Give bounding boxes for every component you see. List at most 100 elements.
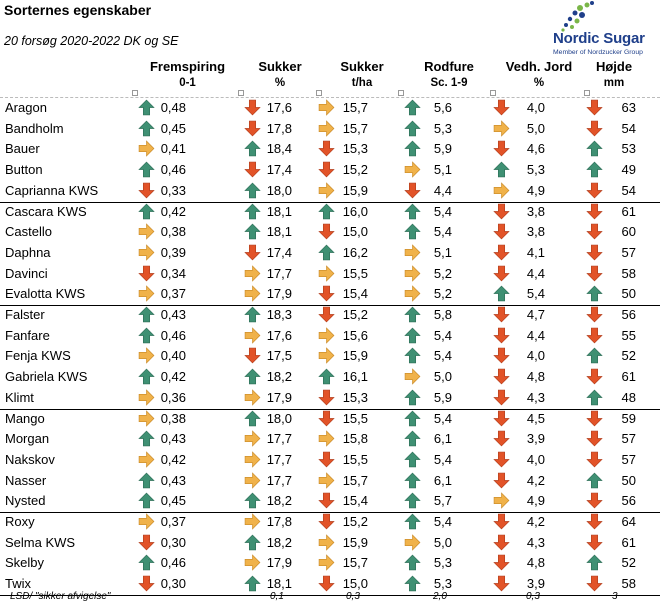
- arrow-right-icon: [493, 492, 510, 510]
- table-row: Morgan 0,43 17,7 15,8 6,1 3,9 57: [0, 429, 660, 450]
- cell-value: 56: [621, 493, 636, 509]
- arrow-right-icon: [244, 471, 261, 489]
- cell-value: 0,43: [160, 431, 186, 447]
- arrow-down-icon: [493, 203, 510, 220]
- table-row: Roxy 0,37 17,8 15,2 5,4 4,2 64: [0, 512, 660, 533]
- arrow-up-icon: [586, 389, 603, 406]
- arrow-down-icon: [493, 430, 510, 447]
- arrow-up-icon: [318, 368, 335, 385]
- cell-value: 58: [621, 576, 636, 592]
- cell-value: 18,3: [266, 307, 292, 322]
- cell-value: 18,0: [266, 410, 292, 426]
- variety-name: Aragon: [5, 100, 47, 115]
- arrow-up-icon: [493, 161, 510, 178]
- cell-value: 15,5: [342, 451, 368, 467]
- cell-value: 15,4: [342, 286, 368, 302]
- arrow-right-icon: [318, 347, 335, 365]
- table-row: Evalotta KWS 0,37 17,9 15,4 5,2 5,4 50: [0, 284, 660, 305]
- cell-value: 0,42: [160, 203, 186, 219]
- cell-value: 4,2: [526, 514, 545, 529]
- arrow-up-icon: [493, 285, 510, 302]
- table-row: Castello 0,38 18,1 15,0 5,4 3,8 60: [0, 222, 660, 243]
- filter-toggle[interactable]: [132, 90, 138, 96]
- cell-value: 15,6: [342, 327, 368, 343]
- arrow-down-icon: [318, 223, 335, 240]
- filter-toggle[interactable]: [316, 90, 322, 96]
- cell-value: 0,34: [160, 265, 186, 281]
- variety-name: Falster: [5, 307, 45, 322]
- variety-name: Twix: [5, 576, 31, 592]
- arrow-right-icon: [244, 389, 261, 406]
- variety-name: Evalotta KWS: [5, 286, 86, 302]
- table-row: Bandholm 0,45 17,8 15,7 5,3 5,0 54: [0, 119, 660, 140]
- cell-value: 4,1: [526, 244, 545, 260]
- variety-name: Button: [5, 162, 43, 178]
- arrow-right-icon: [138, 223, 155, 240]
- cell-value: 15,9: [342, 182, 368, 198]
- variety-name: Gabriela KWS: [5, 369, 88, 385]
- arrow-right-icon: [318, 533, 335, 551]
- cell-value: 57: [621, 431, 636, 447]
- arrow-right-icon: [138, 389, 155, 406]
- arrow-down-icon: [138, 575, 155, 592]
- cell-value: 0,36: [160, 389, 186, 405]
- filter-toggle[interactable]: [398, 90, 404, 96]
- cell-value: 0,39: [160, 244, 186, 260]
- column-header-unit: t/ha: [351, 77, 373, 89]
- arrow-right-icon: [138, 451, 155, 468]
- cell-value: 5,3: [433, 555, 452, 571]
- cell-value: 5,6: [433, 100, 452, 115]
- filter-toggle[interactable]: [584, 90, 590, 96]
- table-row: Twix 0,30 18,1 15,0 5,3 3,9 58: [0, 574, 660, 595]
- cell-value: 4,3: [526, 534, 545, 550]
- filter-toggle[interactable]: [238, 90, 244, 96]
- arrow-down-icon: [493, 99, 510, 116]
- variety-name: Klimt: [5, 389, 34, 405]
- cell-value: 48: [621, 389, 636, 405]
- arrow-down-icon: [493, 472, 510, 489]
- group-divider: [0, 305, 660, 306]
- arrow-right-icon: [318, 182, 335, 199]
- arrow-down-icon: [404, 182, 421, 199]
- cell-value: 5,9: [433, 389, 452, 405]
- arrow-right-icon: [138, 513, 155, 530]
- arrow-down-icon: [318, 451, 335, 468]
- arrow-down-icon: [244, 120, 261, 137]
- arrow-down-icon: [493, 513, 510, 530]
- arrow-down-icon: [586, 327, 603, 344]
- arrow-up-icon: [138, 99, 155, 116]
- arrow-right-icon: [138, 285, 155, 303]
- arrow-up-icon: [404, 554, 421, 571]
- column-header: Rodfure Sc. 1-9: [400, 58, 498, 98]
- cell-value: 5,4: [433, 348, 452, 364]
- table-bottom-divider: [0, 594, 660, 596]
- arrow-up-icon: [244, 140, 261, 157]
- column-header: Fremspiring 0-1: [140, 58, 235, 98]
- table-row: Button 0,46 17,4 15,2 5,1 5,3 49: [0, 160, 660, 181]
- arrow-right-icon: [244, 554, 261, 572]
- arrow-right-icon: [138, 244, 155, 261]
- arrow-up-icon: [404, 140, 421, 157]
- arrow-up-icon: [244, 410, 261, 427]
- arrow-down-icon: [493, 534, 510, 551]
- arrow-down-icon: [318, 410, 335, 427]
- arrow-down-icon: [493, 554, 510, 571]
- table-row: Fenja KWS 0,40 17,5 15,9 5,4 4,0 52: [0, 346, 660, 367]
- variety-name: Bauer: [5, 141, 40, 157]
- cell-value: 15,7: [342, 100, 368, 115]
- cell-value: 4,4: [526, 265, 545, 281]
- table-row: Falster 0,43 18,3 15,2 5,8 4,7 56: [0, 305, 660, 326]
- variety-name: Roxy: [5, 514, 35, 529]
- cell-value: 17,9: [266, 389, 292, 405]
- cell-value: 15,5: [342, 265, 368, 281]
- arrow-up-icon: [244, 492, 261, 509]
- arrow-up-icon: [318, 244, 335, 261]
- cell-value: 0,30: [160, 576, 186, 592]
- column-header-unit: %: [533, 77, 545, 89]
- filter-toggle[interactable]: [490, 90, 496, 96]
- lsd-value: 0,1: [270, 591, 284, 602]
- cell-value: 17,8: [266, 120, 292, 136]
- arrow-right-icon: [318, 264, 335, 282]
- variety-name: Selma KWS: [5, 534, 76, 550]
- cell-value: 4,6: [526, 141, 545, 157]
